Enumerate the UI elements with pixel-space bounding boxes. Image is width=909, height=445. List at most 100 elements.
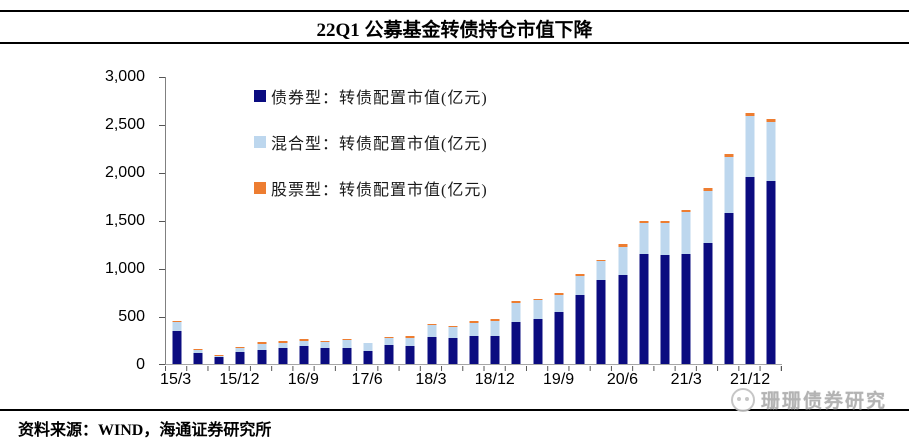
segment-hybrid [257,343,267,350]
segment-equity [342,338,352,340]
segment-bond [703,243,713,364]
legend-swatch-icon [254,136,266,148]
segment-hybrid [469,322,479,337]
segment-bond [681,253,691,364]
bar-17/6 [363,77,373,364]
segment-hybrid [427,325,437,337]
y-tick-label: 0 [136,356,145,373]
segment-equity [299,339,309,341]
segment-equity [766,119,776,122]
x-tick-label: 17/6 [351,371,383,388]
segment-bond [235,351,245,364]
segment-bond [618,275,628,364]
y-axis-ticks [159,77,165,365]
segment-hybrid [193,350,203,353]
segment-equity [745,113,755,117]
top-rule [0,10,909,12]
segment-hybrid [214,356,224,358]
segment-bond [660,254,670,364]
segment-hybrid [299,340,309,346]
segment-hybrid [596,261,606,281]
segment-equity [596,259,606,262]
legend-swatch-icon [254,90,266,102]
bar-16/12 [320,77,330,364]
segment-bond [214,357,224,364]
segment-bond [596,280,606,364]
segment-hybrid [278,342,288,349]
segment-bond [363,350,373,364]
segment-bond [257,349,267,364]
segment-hybrid [235,348,245,352]
bar-15/6 [193,77,203,364]
bar-16/6 [278,77,288,364]
segment-equity [681,209,691,212]
segment-bond [469,336,479,364]
segment-bond [766,180,776,364]
y-tick-label: 1,000 [104,260,145,277]
y-tick-label: 2,000 [104,164,145,181]
bar-18/9 [469,77,479,364]
segment-hybrid [681,211,691,254]
bar-19/3 [511,77,521,364]
segment-equity [193,349,203,351]
segment-hybrid [575,276,585,295]
bar-15/9 [214,77,224,364]
x-tick-label: 21/12 [730,371,771,388]
bar-21/9 [724,77,734,364]
legend-label: 混合型：转债配置市值(亿元) [271,136,488,153]
x-axis-labels: 15/3 15/12 16/9 17/6 18/3 18/12 19/9 20/6 21/3 21… [160,371,782,391]
segment-hybrid [342,339,352,349]
segment-equity [703,188,713,192]
segment-equity [533,298,543,301]
legend-swatch-icon [254,182,266,194]
bar-19/6 [533,77,543,364]
y-axis-labels: 3,000 2,500 2,000 1,500 1,000 500 0 [55,68,155,373]
segment-hybrid [320,342,330,349]
bar-19/9 [554,77,564,364]
segment-hybrid [660,222,670,255]
segment-equity [724,154,734,157]
bar-21/6 [703,77,713,364]
legend-label: 股票型：转债配置市值(亿元) [271,182,488,199]
segment-bond [575,294,585,364]
segment-hybrid [405,337,415,347]
segment-equity [427,323,437,326]
legend-label: 债券型：转债配置市值(亿元) [271,90,488,107]
bar-18/12 [490,77,500,364]
x-tick-label: 16/9 [287,371,319,388]
bar-21/12 [745,77,755,364]
y-tick-label: 500 [118,308,145,325]
segment-bond [172,330,182,364]
legend-item-hybrid: 混合型：转债配置市值(亿元) [254,131,488,153]
segment-hybrid [766,121,776,181]
x-tick-label: 20/6 [606,371,638,388]
segment-equity [660,220,670,223]
segment-hybrid [745,116,755,178]
segment-bond [193,352,203,364]
legend-item-bond: 债券型：转债配置市值(亿元) [254,85,488,107]
segment-equity [214,355,224,357]
segment-bond [511,322,521,364]
segment-bond [724,212,734,364]
segment-hybrid [554,295,564,312]
segment-hybrid [724,156,734,213]
bar-18/6 [448,77,458,364]
bar-20/9 [639,77,649,364]
x-tick-label: 18/3 [415,371,447,388]
segment-equity [320,340,330,343]
bar-17/9 [384,77,394,364]
segment-bond [320,348,330,364]
segment-bond [405,346,415,364]
segment-hybrid [703,191,713,244]
segment-bond [278,348,288,364]
bar-21/3 [681,77,691,364]
segment-hybrid [533,300,543,320]
y-tick-label: 1,500 [104,212,145,229]
segment-bond [533,319,543,364]
x-tick-label: 21/3 [670,371,702,388]
watermark: 珊珊债券研究 [730,386,887,413]
x-tick-label: 19/9 [543,371,575,388]
segment-equity [405,336,415,338]
x-tick-label: 18/12 [474,371,515,388]
